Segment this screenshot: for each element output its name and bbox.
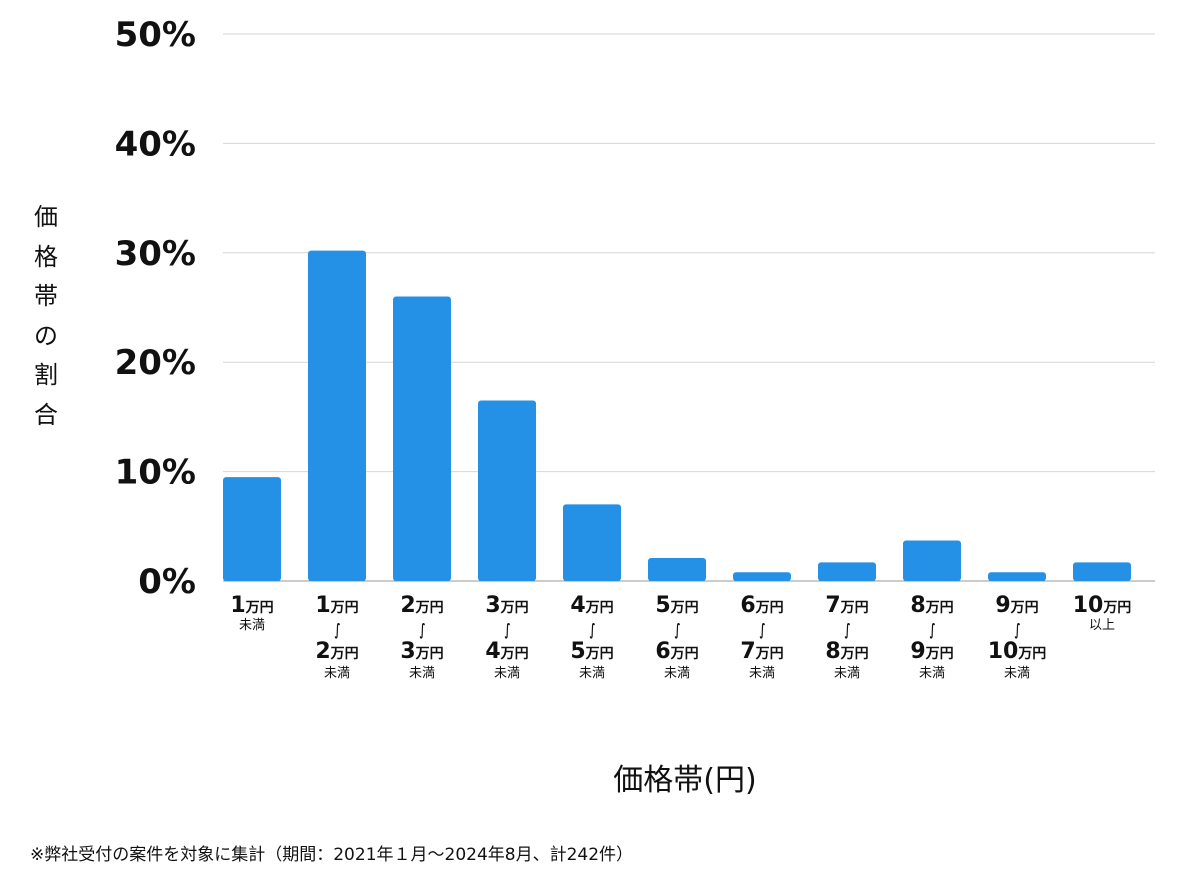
x-tick-label: 5万円 ∫ 6万円 未満 <box>655 593 699 681</box>
x-tick-label: 9万円 ∫ 10万円 未満 <box>987 593 1047 681</box>
y-tick-label: 10% <box>115 453 196 493</box>
x-tick-label: 4万円 ∫ 5万円 未満 <box>570 593 614 681</box>
bar <box>1073 562 1131 581</box>
x-axis-label: 価格帯(円) <box>613 763 757 798</box>
y-tick-label: 30% <box>115 234 196 274</box>
bar <box>648 558 706 581</box>
x-tick-label: 1万円 未満 <box>230 593 274 633</box>
bar <box>563 504 621 581</box>
x-tick-label: 7万円 ∫ 8万円 未満 <box>825 593 869 681</box>
y-tick-label: 0% <box>138 562 196 602</box>
bar <box>988 572 1046 581</box>
bar <box>733 572 791 581</box>
bar <box>903 540 961 581</box>
x-tick-label: 8万円 ∫ 9万円 未満 <box>910 593 954 681</box>
x-tick-label: 10万円 以上 <box>1072 593 1132 633</box>
x-tick-label: 3万円 ∫ 4万円 未満 <box>485 593 529 681</box>
bar <box>818 562 876 581</box>
y-tick-label: 40% <box>115 124 196 164</box>
x-tick-label: 2万円 ∫ 3万円 未満 <box>400 593 444 681</box>
bar <box>393 296 451 581</box>
footnote: ※弊社受付の案件を対象に集計（期間：2021年１月〜2024年8月、計242件） <box>30 845 634 865</box>
x-tick-label: 6万円 ∫ 7万円 未満 <box>740 593 784 681</box>
y-axis-label: 価格帯の割合 <box>34 203 58 429</box>
y-tick-label: 50% <box>115 15 196 55</box>
y-tick-label: 20% <box>115 343 196 383</box>
bar <box>478 400 536 581</box>
x-tick-label: 1万円 ∫ 2万円 未満 <box>315 593 359 681</box>
bar <box>223 477 281 581</box>
bar <box>308 250 366 581</box>
